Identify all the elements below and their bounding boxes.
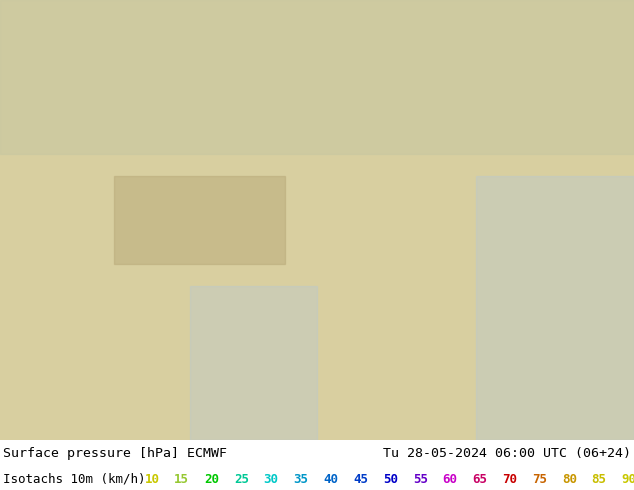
Text: 90: 90: [621, 472, 634, 486]
Text: Tu 28-05-2024 06:00 UTC (06+24): Tu 28-05-2024 06:00 UTC (06+24): [383, 447, 631, 460]
Text: 75: 75: [532, 472, 547, 486]
Text: 50: 50: [383, 472, 398, 486]
Polygon shape: [114, 176, 285, 264]
Text: 85: 85: [592, 472, 607, 486]
Text: 40: 40: [323, 472, 339, 486]
Bar: [0, 0, 634, 154]
Text: 65: 65: [472, 472, 488, 486]
Text: Isotachs 10m (km/h): Isotachs 10m (km/h): [3, 472, 145, 486]
Text: 20: 20: [204, 472, 219, 486]
Text: 45: 45: [353, 472, 368, 486]
Bar: [190, 220, 349, 440]
Text: 35: 35: [294, 472, 309, 486]
Text: 55: 55: [413, 472, 428, 486]
Text: 80: 80: [562, 472, 577, 486]
Bar: [190, 286, 317, 440]
Text: Surface pressure [hPa] ECMWF: Surface pressure [hPa] ECMWF: [3, 447, 227, 460]
Text: 30: 30: [264, 472, 279, 486]
Text: 70: 70: [502, 472, 517, 486]
Bar: [476, 176, 634, 440]
Text: 15: 15: [174, 472, 190, 486]
Text: 60: 60: [443, 472, 458, 486]
Text: 10: 10: [145, 472, 160, 486]
Text: 25: 25: [234, 472, 249, 486]
